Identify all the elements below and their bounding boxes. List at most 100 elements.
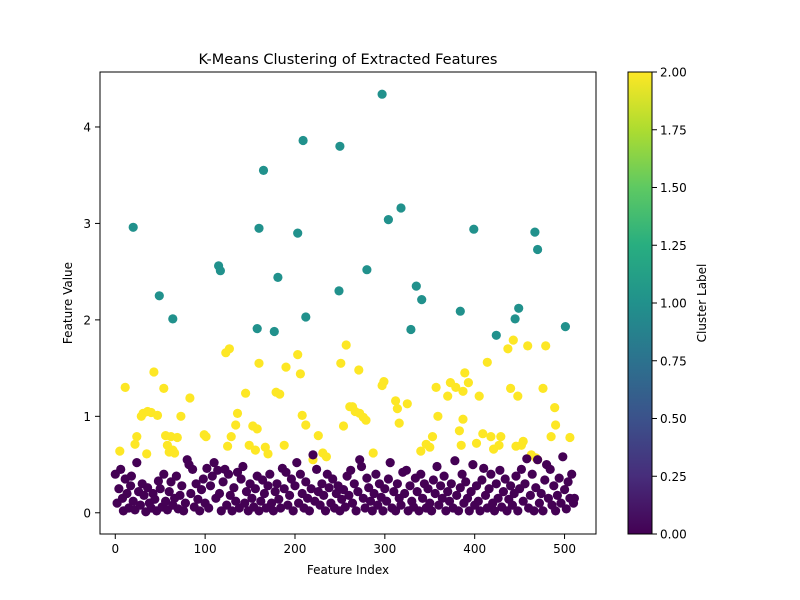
scatter-point <box>317 479 327 489</box>
scatter-point <box>334 286 344 296</box>
scatter-point <box>293 228 303 238</box>
scatter-point <box>458 386 468 396</box>
scatter-point <box>495 465 505 475</box>
scatter-point <box>368 448 378 458</box>
chart-title: K-Means Clustering of Extracted Features <box>199 52 498 68</box>
scatter-point <box>560 322 571 332</box>
scatter-point <box>331 488 341 499</box>
colorbar-tick-label: 0.50 <box>660 412 687 426</box>
x-tick-label: 500 <box>553 542 576 556</box>
scatter-point <box>416 446 426 456</box>
scatter-point <box>319 490 329 500</box>
scatter-point <box>425 442 435 452</box>
scatter-point <box>545 464 555 474</box>
scatter-point <box>231 420 241 430</box>
scatter-point <box>341 340 351 350</box>
scatter-point <box>308 450 318 460</box>
scatter-point <box>534 498 545 508</box>
scatter-point <box>405 481 415 491</box>
scatter-point <box>155 484 165 494</box>
colorbar <box>627 71 653 535</box>
scatter-point <box>471 481 482 491</box>
scatter-point <box>209 458 219 468</box>
scatter-point <box>373 500 383 510</box>
scatter-point <box>418 493 428 503</box>
scatter-point <box>506 383 516 393</box>
y-axis-label: Feature Value <box>61 262 75 344</box>
scatter-point <box>295 369 305 379</box>
scatter-point <box>254 506 264 516</box>
colorbar-tick-label: 1.25 <box>660 239 687 253</box>
scatter-point <box>453 506 464 516</box>
scatter-point <box>437 493 447 503</box>
scatter-point <box>406 324 416 335</box>
scatter-point <box>324 483 334 493</box>
scatter-point <box>552 490 563 500</box>
scatter-point <box>533 455 543 465</box>
colorbar-tick-label: 0.25 <box>660 470 687 484</box>
scatter-point <box>401 465 411 475</box>
scatter-point <box>149 367 159 377</box>
scatter-point <box>159 383 169 393</box>
scatter-point <box>130 439 140 449</box>
scatter-point <box>275 389 285 399</box>
scatter-point <box>315 500 325 510</box>
scatter-point <box>460 368 470 378</box>
scatter-point <box>346 465 356 475</box>
colorbar-tick-label: 1.75 <box>660 123 687 137</box>
scatter-point <box>170 448 180 458</box>
scatter-point <box>191 479 201 489</box>
scatter-point <box>428 475 438 485</box>
scatter-point <box>417 295 427 305</box>
scatter-point <box>258 165 269 175</box>
scatter-point <box>172 432 182 443</box>
scatter-point <box>522 454 532 464</box>
scatter-point <box>425 498 435 508</box>
scatter-point <box>301 420 311 430</box>
scatter-point <box>236 474 246 484</box>
scatter-point <box>402 399 412 409</box>
scatter-point <box>457 469 467 479</box>
scatter-point <box>358 493 368 503</box>
scatter-point <box>116 464 126 474</box>
scatter-point <box>179 506 189 516</box>
scatter-point <box>491 479 501 489</box>
scatter-point <box>336 358 346 368</box>
scatter-point <box>493 493 503 503</box>
scatter-point <box>565 432 575 443</box>
scatter-point <box>383 215 393 225</box>
scatter-point <box>514 303 524 313</box>
scatter-point <box>530 227 540 237</box>
scatter-point <box>508 335 518 345</box>
scatter-point <box>385 458 395 468</box>
scatter-point <box>313 431 323 441</box>
scatter-point <box>215 266 225 276</box>
y-tick-label: 3 <box>83 217 91 231</box>
scatter-point <box>297 410 307 420</box>
scatter-point <box>456 440 466 450</box>
scatter-point <box>288 506 298 516</box>
colorbar-ticks: 0.00 0.25 0.50 0.75 1.00 1.25 1.50 1.75 2.00 <box>652 66 687 542</box>
scatter-point <box>423 484 433 494</box>
scatter-point <box>558 452 568 462</box>
scatter-point <box>177 481 187 491</box>
scatter-point <box>461 477 471 487</box>
scatter-point <box>563 477 573 487</box>
scatter-point <box>474 391 484 401</box>
scatter-point <box>186 488 196 499</box>
scatter-point <box>506 481 516 491</box>
scatter-point <box>171 471 181 481</box>
scatter-point <box>256 496 266 506</box>
scatter-point <box>247 493 257 503</box>
scatter-point <box>392 404 402 414</box>
scatter-point <box>231 496 241 506</box>
scatter-point <box>328 474 338 484</box>
x-axis-ticks: 0 100 200 300 400 500 <box>111 534 576 556</box>
scatter-point <box>378 506 388 516</box>
scatter-point <box>201 432 211 442</box>
scatter-point <box>250 484 260 494</box>
scatter-point <box>443 391 453 401</box>
scatter-point <box>166 477 176 487</box>
scatter-point <box>364 483 374 493</box>
scatter-point <box>392 479 402 489</box>
